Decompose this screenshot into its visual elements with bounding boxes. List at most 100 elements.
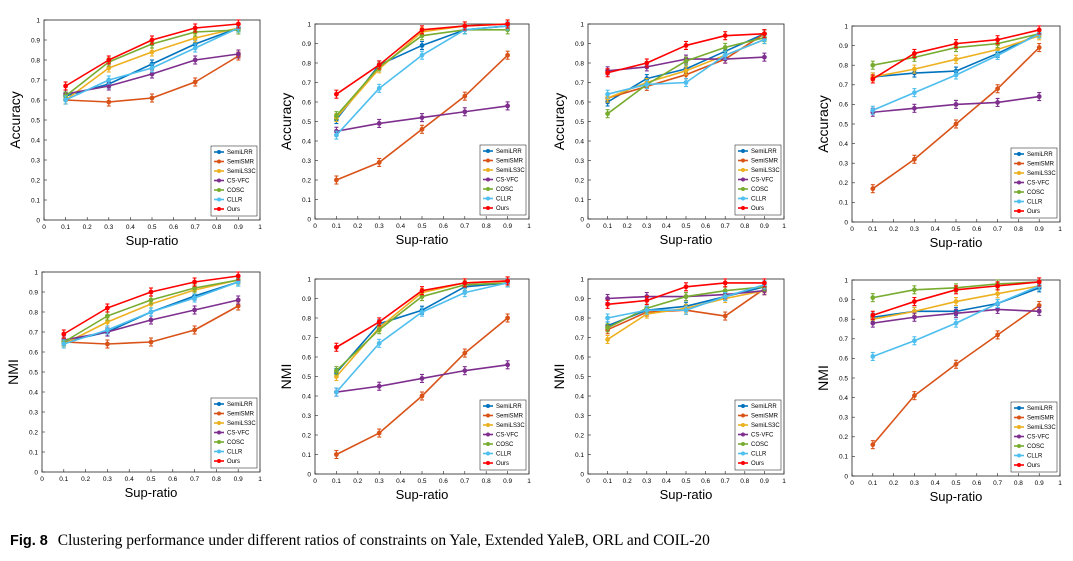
x-tick-label: 0.4: [396, 223, 405, 230]
data-point: [334, 344, 339, 350]
legend-marker: [486, 149, 490, 153]
legend-label: CLLR: [1027, 200, 1043, 206]
data-point: [334, 177, 339, 183]
x-tick-label: 0.3: [642, 223, 651, 230]
x-tick-label: 0.1: [868, 226, 877, 233]
data-point: [605, 296, 610, 301]
data-point: [105, 327, 110, 333]
data-point: [148, 317, 154, 323]
legend-label: COSC: [227, 440, 245, 446]
data-point: [912, 105, 917, 111]
data-point: [912, 287, 917, 293]
series-cllr: [61, 277, 241, 349]
x-tick-label: 0.3: [375, 223, 384, 230]
x-tick-label: 0.7: [190, 476, 199, 483]
data-point: [505, 278, 510, 284]
x-tick-label: 0.5: [681, 223, 690, 230]
x-tick-label: 0.4: [931, 480, 940, 487]
y-tick-label: 0.8: [839, 317, 848, 324]
data-point: [683, 68, 689, 74]
x-tick-label: 0.7: [993, 226, 1002, 233]
y-tick-label: 0: [580, 471, 584, 478]
y-tick-label: 0.5: [29, 369, 38, 376]
data-point: [462, 350, 468, 356]
legend-marker: [741, 423, 745, 427]
data-point: [148, 297, 154, 303]
x-tick-label: 0.7: [191, 224, 200, 231]
x-tick-label: 0.9: [234, 224, 243, 231]
legend-label: SemiLS3C: [751, 423, 780, 429]
x-axis-label: Sup-ratio: [660, 232, 713, 247]
data-point: [106, 65, 112, 71]
y-tick-label: 0.8: [31, 57, 40, 64]
y-tick-label: 0.7: [31, 77, 40, 84]
data-point: [995, 86, 1000, 92]
legend-label: SemiLRR: [496, 149, 522, 155]
x-tick-label: 0.4: [396, 478, 405, 485]
data-point: [419, 393, 425, 399]
legend-label: SemiLS3C: [496, 423, 525, 429]
y-axis-label: Accuracy: [815, 95, 831, 153]
legend-marker: [217, 430, 221, 435]
data-point: [419, 115, 425, 120]
data-point: [462, 280, 468, 286]
data-point: [106, 77, 112, 83]
data-point: [605, 91, 610, 97]
data-point: [106, 57, 112, 63]
legend-label: SemiSMR: [496, 414, 524, 420]
data-point: [912, 308, 917, 314]
legend-marker: [486, 404, 490, 408]
legend-marker: [217, 159, 221, 164]
x-tick-label: 0.6: [701, 223, 710, 230]
x-tick-label: 0.6: [169, 224, 178, 231]
x-axis-label: Sup-ratio: [396, 487, 449, 502]
data-point: [912, 66, 917, 72]
x-tick-label: 0.9: [503, 223, 512, 230]
data-point: [762, 280, 767, 286]
data-point: [334, 368, 339, 374]
data-point: [462, 23, 468, 29]
x-tick-label: 0.3: [642, 478, 651, 485]
legend: SemiLRR SemiSMR SemiLS3C CS-VFC COSC CLLR Ours: [479, 144, 527, 216]
y-tick-label: 0.3: [839, 161, 848, 168]
data-point: [334, 374, 339, 379]
chart-panel-8: 00 0.1 0.1 0.2 0.2 0.3 0.3 0.4 0.4 0.5 0.5 0.6 0.6 0.…: [815, 277, 1062, 504]
x-tick-label: 0.4: [125, 476, 134, 483]
y-tick-label: 0: [844, 219, 848, 226]
y-tick-label: 1: [36, 17, 40, 24]
x-tick-label: 0.6: [439, 478, 448, 485]
data-point: [148, 339, 154, 345]
legend-label: COSC: [751, 442, 769, 448]
data-point: [462, 290, 468, 296]
data-point: [376, 340, 382, 346]
y-tick-label: 0.7: [302, 335, 311, 342]
y-tick-label: 1: [34, 269, 38, 276]
data-point: [644, 82, 650, 87]
legend-marker: [741, 187, 745, 191]
x-tick-label: 1: [527, 223, 531, 230]
legend-marker: [1017, 209, 1021, 213]
data-point: [334, 132, 339, 138]
data-point: [1036, 45, 1042, 50]
data-point: [912, 90, 917, 96]
legend: SemiLRR SemiSMR SemiLS3C CS-VFC COSC CLLR Ours: [1010, 147, 1058, 219]
data-point: [235, 273, 241, 279]
data-point: [1036, 308, 1042, 314]
data-point: [953, 121, 959, 127]
x-tick-label: 1: [782, 223, 786, 230]
x-axis-label: Sup-ratio: [930, 235, 983, 250]
y-tick-label: 0: [34, 469, 38, 476]
x-tick-label: 0.6: [701, 478, 710, 485]
y-tick-label: 0.7: [839, 82, 848, 89]
data-point: [106, 99, 112, 105]
y-tick-label: 0.6: [575, 99, 584, 106]
legend-marker: [217, 178, 221, 183]
y-tick-label: 0.5: [31, 117, 40, 124]
series-cs-vfc: [334, 101, 510, 136]
series-cs-vfc: [63, 49, 241, 99]
data-point: [462, 93, 468, 99]
legend-marker: [217, 188, 221, 192]
legend: SemiLRR SemiSMR SemiLS3C CS-VFC COSC CLLR Ours: [734, 399, 782, 471]
y-tick-label: 0.3: [31, 157, 40, 164]
x-tick-label: 0.6: [439, 223, 448, 230]
